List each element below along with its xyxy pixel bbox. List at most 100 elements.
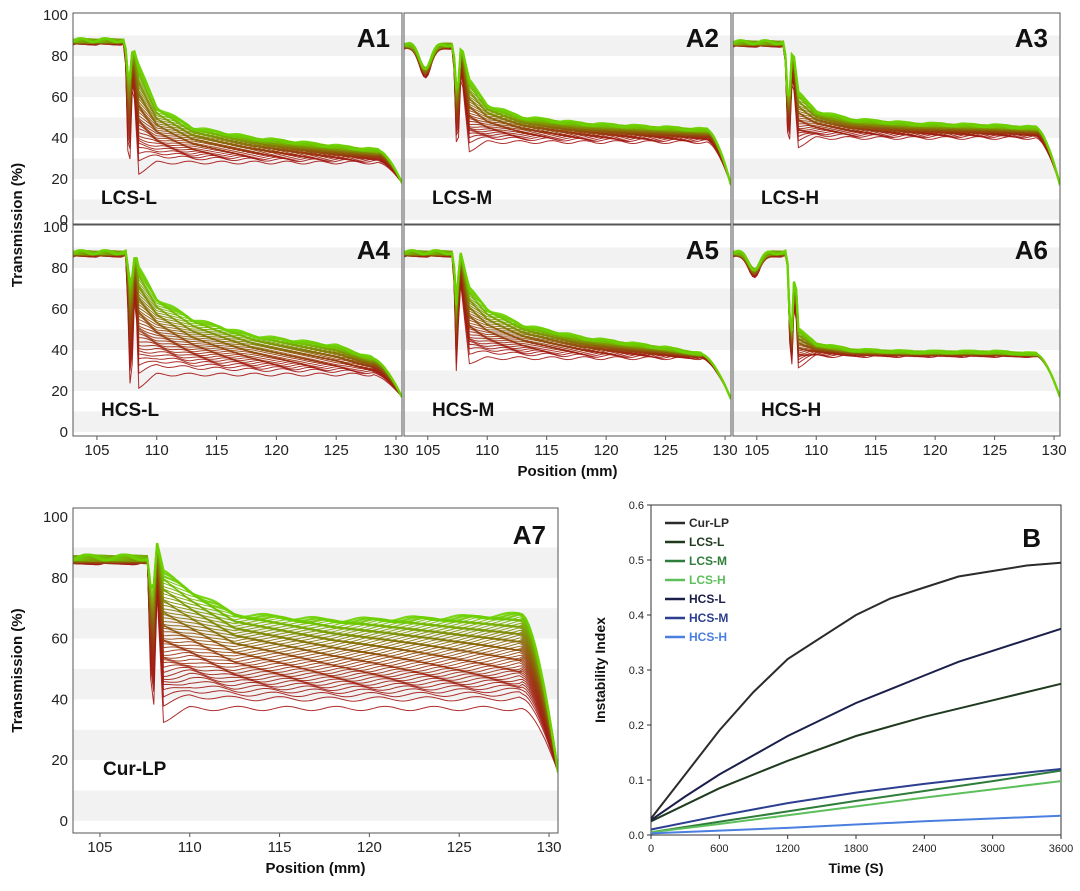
y-tick-label: 0.6 (629, 500, 644, 512)
band (73, 790, 558, 821)
y-tick-label: 80 (51, 570, 68, 587)
x-tick-label: 120 (264, 442, 289, 459)
legend-entry: Cur-LP (689, 516, 729, 530)
band (73, 370, 402, 391)
transmission-profile (73, 557, 558, 773)
legend-entry: HCS-M (689, 611, 728, 625)
transmission-curves (404, 249, 731, 400)
transmission-profile (73, 556, 558, 773)
transmission-profile (404, 41, 731, 186)
panel-id: A2 (686, 23, 719, 53)
y-tick-label: 60 (51, 631, 68, 648)
y-tick-label: 0 (60, 813, 68, 830)
panel-a5: 105 110 115 120 125 130 A5 HCS-M Position (mm) (403, 224, 738, 480)
band (73, 288, 402, 309)
panel-id: A6 (1015, 235, 1048, 265)
x-tick-label: 130 (537, 839, 562, 856)
x-tick-label: 130 (1042, 442, 1067, 459)
transmission-profile (733, 39, 1060, 186)
panels: 0 20 40 60 80 100 A1 LCS-L Transmission (%) A2 LCS… (9, 7, 1073, 877)
y-tick-label: 0.5 (629, 555, 644, 567)
transmission-profile (73, 555, 558, 773)
x-tick-label: 0 (648, 843, 654, 855)
band (404, 158, 731, 179)
plot-frame (403, 12, 732, 225)
transmission-curves (73, 248, 402, 398)
band (404, 76, 731, 97)
band (73, 35, 402, 57)
band (733, 76, 1060, 97)
x-tick-label: 105 (415, 442, 440, 459)
band (404, 288, 731, 309)
plot-frame (732, 12, 1061, 225)
x-tick-label: 115 (268, 839, 292, 856)
transmission-profile (733, 249, 1060, 398)
x-tick-label: 105 (84, 442, 109, 459)
transmission-curves (733, 39, 1060, 186)
band (73, 76, 402, 97)
x-axis-label: Position (mm) (266, 860, 366, 877)
series-line-lcs-h (650, 780, 1062, 834)
y-tick-label: 0 (60, 424, 68, 441)
band (733, 370, 1060, 391)
legend-entry: HCS-L (689, 592, 726, 606)
y-tick-label: 40 (51, 342, 68, 359)
plot-frame (650, 504, 1062, 836)
y-tick-label: 0.0 (629, 830, 644, 842)
transmission-profile (73, 40, 402, 184)
plot-frame (732, 224, 1061, 437)
x-tick-label: 125 (653, 442, 678, 459)
y-tick-label: 0.1 (629, 775, 644, 787)
y-tick-label: 80 (51, 48, 68, 65)
sample-label: HCS-H (761, 400, 821, 421)
x-tick-label: 3600 (1049, 843, 1073, 855)
x-tick-label: 105 (87, 839, 112, 856)
band (733, 247, 1060, 269)
x-tick-label: 115 (535, 442, 559, 459)
transmission-profile (733, 42, 1060, 186)
panel-id: B (1022, 523, 1041, 553)
transmission-profile (73, 557, 558, 773)
transmission-profile (73, 558, 558, 773)
transmission-profile (73, 552, 558, 773)
legend-entry: HCS-H (689, 630, 727, 644)
band (404, 199, 731, 220)
series-line-hcs-l (650, 627, 1062, 821)
x-axis-label: Position (mm) (518, 463, 618, 480)
band (404, 35, 731, 57)
panel-id: A3 (1015, 23, 1048, 53)
transmission-profile (73, 548, 558, 773)
plot-frame (72, 224, 403, 437)
x-tick-label: 1800 (844, 843, 868, 855)
sample-label: HCS-L (101, 400, 159, 421)
band (73, 158, 402, 179)
transmission-profile (73, 542, 558, 773)
x-tick-label: 130 (713, 442, 738, 459)
x-tick-label: 115 (864, 442, 888, 459)
plot-frame (403, 224, 732, 437)
y-tick-label: 20 (51, 171, 68, 188)
panel-a1: 0 20 40 60 80 100 A1 LCS-L Transmission (%) (9, 7, 403, 287)
transmission-profile (404, 249, 731, 400)
y-axis-label: Transmission (%) (9, 163, 26, 287)
transmission-profile (73, 558, 558, 773)
panel-id: A4 (357, 235, 391, 265)
panel-a7: 0 20 40 60 80 100 105 110 115 120 125 130 A7 Cur-LP Tr… (9, 507, 562, 877)
x-tick-label: 1200 (775, 843, 799, 855)
band (73, 729, 558, 761)
band (73, 411, 402, 432)
plot-frame (72, 507, 559, 834)
band (733, 288, 1060, 309)
transmission-profile (404, 46, 731, 186)
transmission-curves (73, 542, 558, 773)
transmission-profile (73, 248, 402, 398)
y-tick-label: 60 (51, 89, 68, 106)
x-tick-label: 120 (594, 442, 619, 459)
transmission-curves (733, 249, 1060, 398)
x-tick-label: 110 (475, 442, 499, 459)
y-tick-label: 0.3 (629, 665, 644, 677)
transmission-profile (73, 556, 558, 773)
x-tick-label: 2400 (912, 843, 936, 855)
transmission-profile (73, 557, 558, 773)
